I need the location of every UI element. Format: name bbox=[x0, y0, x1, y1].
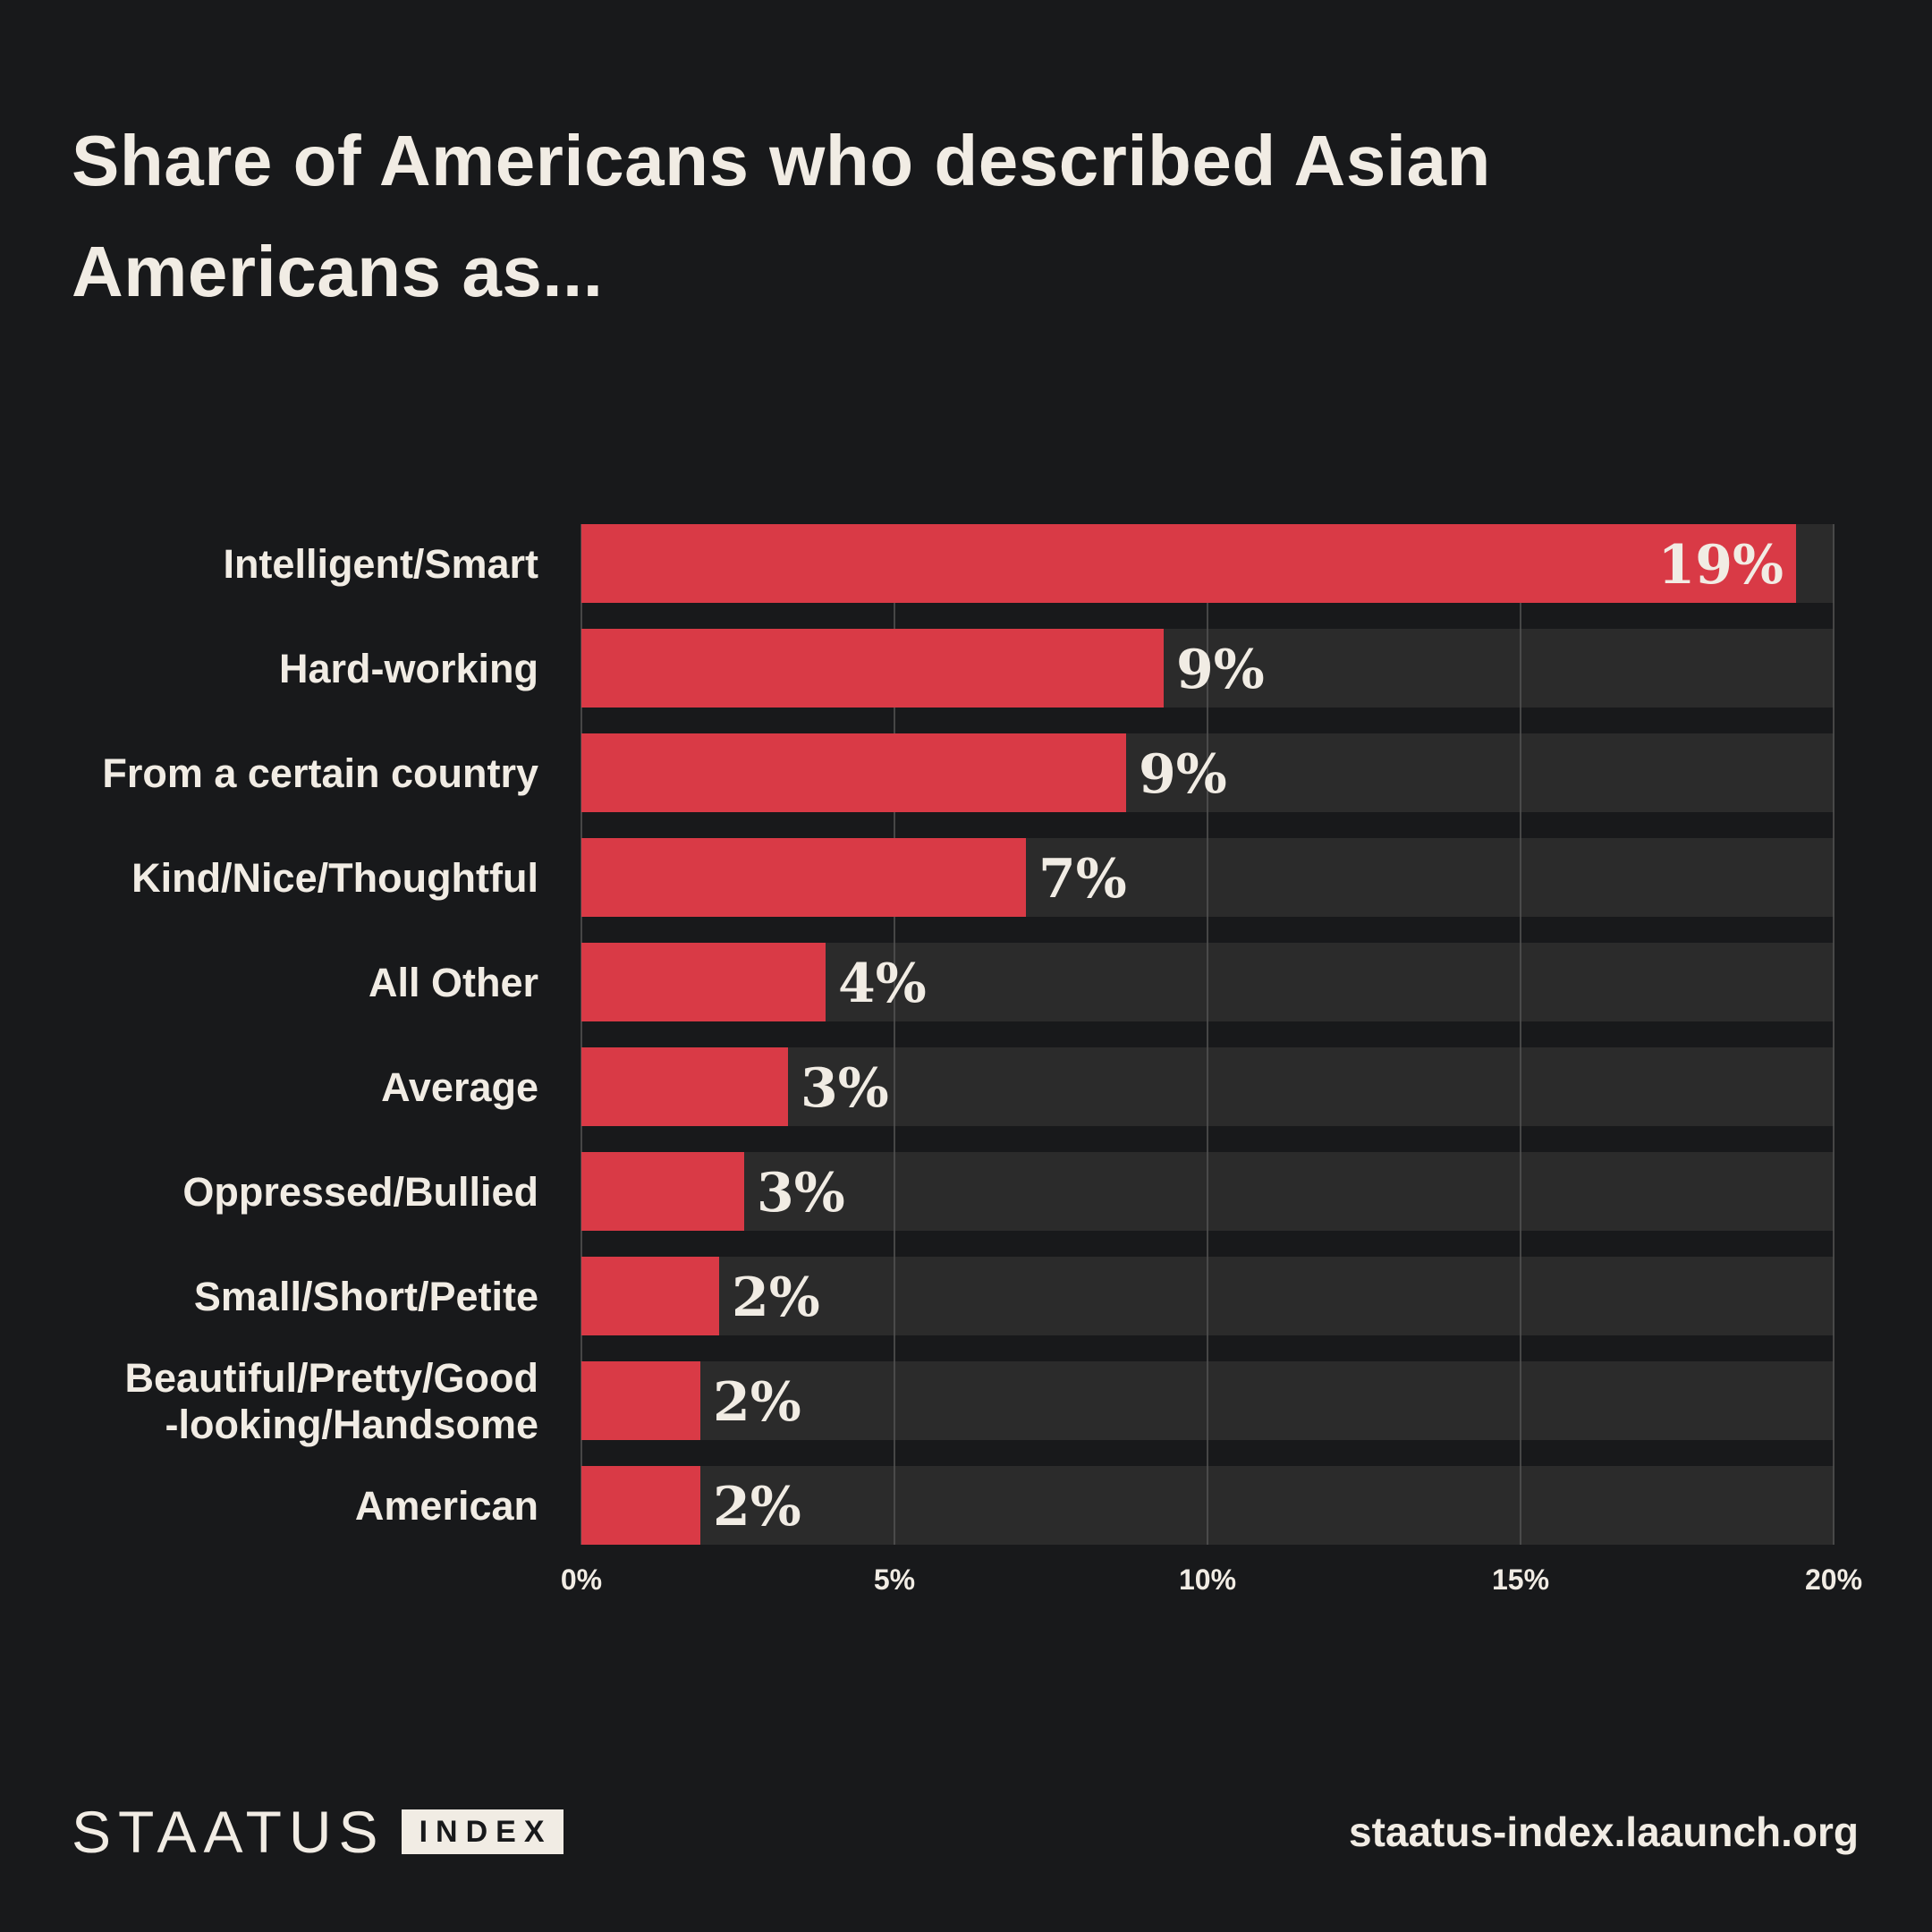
bar-value-label: 2% bbox=[732, 1267, 820, 1329]
logo-index-box: INDEX bbox=[401, 1809, 564, 1854]
bar bbox=[581, 1466, 700, 1545]
bar bbox=[581, 733, 1126, 812]
bar bbox=[581, 838, 1026, 917]
bar bbox=[581, 524, 1796, 603]
bar bbox=[581, 1361, 700, 1440]
category-label: Average bbox=[381, 1064, 538, 1110]
bar bbox=[581, 1047, 788, 1126]
bar-value-label: 7% bbox=[1038, 848, 1127, 911]
bar-value-label: 9% bbox=[1139, 743, 1227, 806]
chart-title: Share of Americans who described Asian A… bbox=[72, 121, 1491, 311]
x-tick-label: 0% bbox=[561, 1563, 602, 1596]
category-label: Intelligent/Smart bbox=[223, 541, 538, 587]
category-label: Small/Short/Petite bbox=[194, 1274, 538, 1319]
category-label: Hard-working bbox=[279, 646, 538, 691]
x-tick-label: 5% bbox=[874, 1563, 915, 1596]
staatus-index-logo: STAATUS INDEX bbox=[72, 1799, 564, 1865]
category-label: All Other bbox=[369, 960, 538, 1005]
x-tick-label: 10% bbox=[1179, 1563, 1236, 1596]
bar bbox=[581, 1152, 744, 1231]
x-tick-label: 15% bbox=[1492, 1563, 1549, 1596]
category-label: From a certain country bbox=[102, 750, 538, 796]
bar bbox=[581, 1257, 719, 1335]
category-label: Beautiful/Pretty/Good -looking/Handsome bbox=[124, 1355, 538, 1447]
bar-value-label: 2% bbox=[713, 1476, 801, 1538]
bar-value-label: 2% bbox=[713, 1371, 801, 1434]
category-label: Kind/Nice/Thoughtful bbox=[131, 855, 538, 901]
logo-word: STAATUS bbox=[72, 1799, 386, 1865]
bar-value-label: 4% bbox=[838, 953, 927, 1015]
bar-value-label: 19% bbox=[1657, 534, 1784, 597]
footer-url: staatus-index.laaunch.org bbox=[1348, 1809, 1859, 1855]
category-label: American bbox=[355, 1483, 538, 1529]
bar-value-label: 3% bbox=[757, 1162, 845, 1224]
category-label: Oppressed/Bullied bbox=[182, 1169, 538, 1215]
bar-value-label: 9% bbox=[1176, 639, 1265, 701]
x-tick-label: 20% bbox=[1805, 1563, 1862, 1596]
bar bbox=[581, 943, 826, 1021]
bar bbox=[581, 629, 1164, 708]
bar-value-label: 3% bbox=[801, 1057, 889, 1120]
